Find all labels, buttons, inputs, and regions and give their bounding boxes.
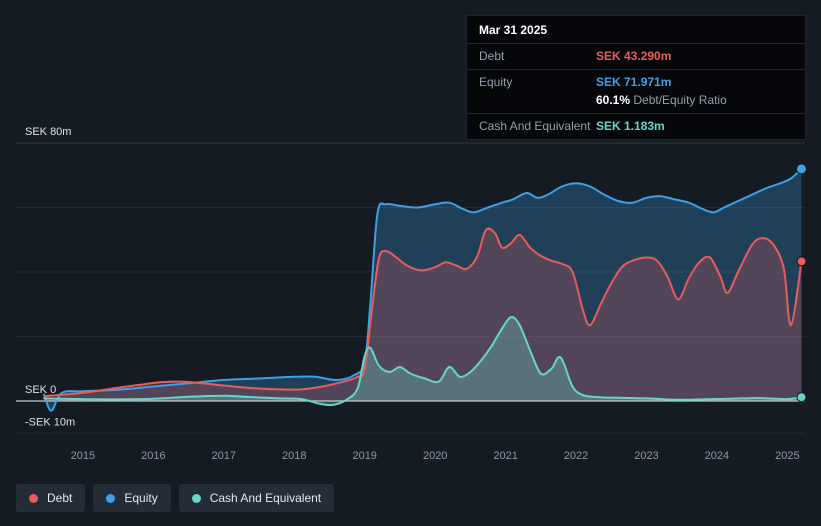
- legend-label-equity: Equity: [124, 491, 158, 505]
- svg-text:2025: 2025: [775, 450, 799, 462]
- svg-text:2023: 2023: [634, 450, 658, 462]
- legend-label-cash: Cash And Equivalent: [209, 491, 322, 505]
- tooltip-equity-value-block: SEK 71.971m 60.1% Debt/Equity Ratio: [596, 75, 727, 108]
- svg-text:2020: 2020: [423, 450, 447, 462]
- svg-text:2018: 2018: [282, 450, 306, 462]
- cash-legend-dot-icon: [191, 493, 201, 503]
- tooltip-label-debt: Debt: [479, 49, 505, 63]
- legend-label-debt: Debt: [47, 491, 73, 505]
- tooltip-label-cash: Cash And Equivalent: [479, 119, 591, 133]
- svg-text:2016: 2016: [141, 450, 165, 462]
- tooltip-label-equity: Equity: [479, 75, 513, 89]
- tooltip-value-cash: SEK 1.183m: [596, 119, 665, 133]
- tooltip-ratio-value: 60.1%: [596, 93, 631, 107]
- tooltip-row-debt: Debt SEK 43.290m: [467, 43, 805, 69]
- svg-text:2019: 2019: [352, 450, 376, 462]
- chart-legend: Debt Equity Cash And Equivalent: [16, 484, 335, 512]
- tooltip-ratio-label: Debt/Equity Ratio: [633, 93, 727, 107]
- legend-item-debt[interactable]: Debt: [16, 484, 86, 512]
- tooltip-row-cash: Cash And Equivalent SEK 1.183m: [467, 113, 805, 139]
- debt-legend-dot-icon: [29, 493, 38, 503]
- equity-legend-dot-icon: [106, 493, 116, 503]
- tooltip-debt-equity-ratio: 60.1% Debt/Equity Ratio: [596, 93, 727, 108]
- legend-item-cash[interactable]: Cash And Equivalent: [178, 484, 335, 512]
- svg-text:2017: 2017: [212, 450, 236, 462]
- svg-text:2015: 2015: [71, 450, 95, 462]
- tooltip-value-debt: SEK 43.290m: [596, 49, 672, 63]
- svg-text:-SEK 10m: -SEK 10m: [25, 416, 75, 428]
- svg-text:2024: 2024: [705, 450, 729, 462]
- svg-text:SEK 0: SEK 0: [25, 384, 56, 396]
- tooltip-value-equity: SEK 71.971m: [596, 75, 672, 89]
- svg-text:SEK 80m: SEK 80m: [25, 126, 71, 138]
- tooltip-date: Mar 31 2025: [479, 23, 548, 37]
- svg-text:2021: 2021: [493, 450, 517, 462]
- chart-tooltip: Mar 31 2025 Debt SEK 43.290m Equity SEK …: [466, 15, 806, 140]
- tooltip-row-equity: Equity SEK 71.971m 60.1% Debt/Equity Rat…: [467, 69, 805, 113]
- svg-text:2022: 2022: [564, 450, 588, 462]
- legend-item-equity[interactable]: Equity: [93, 484, 171, 512]
